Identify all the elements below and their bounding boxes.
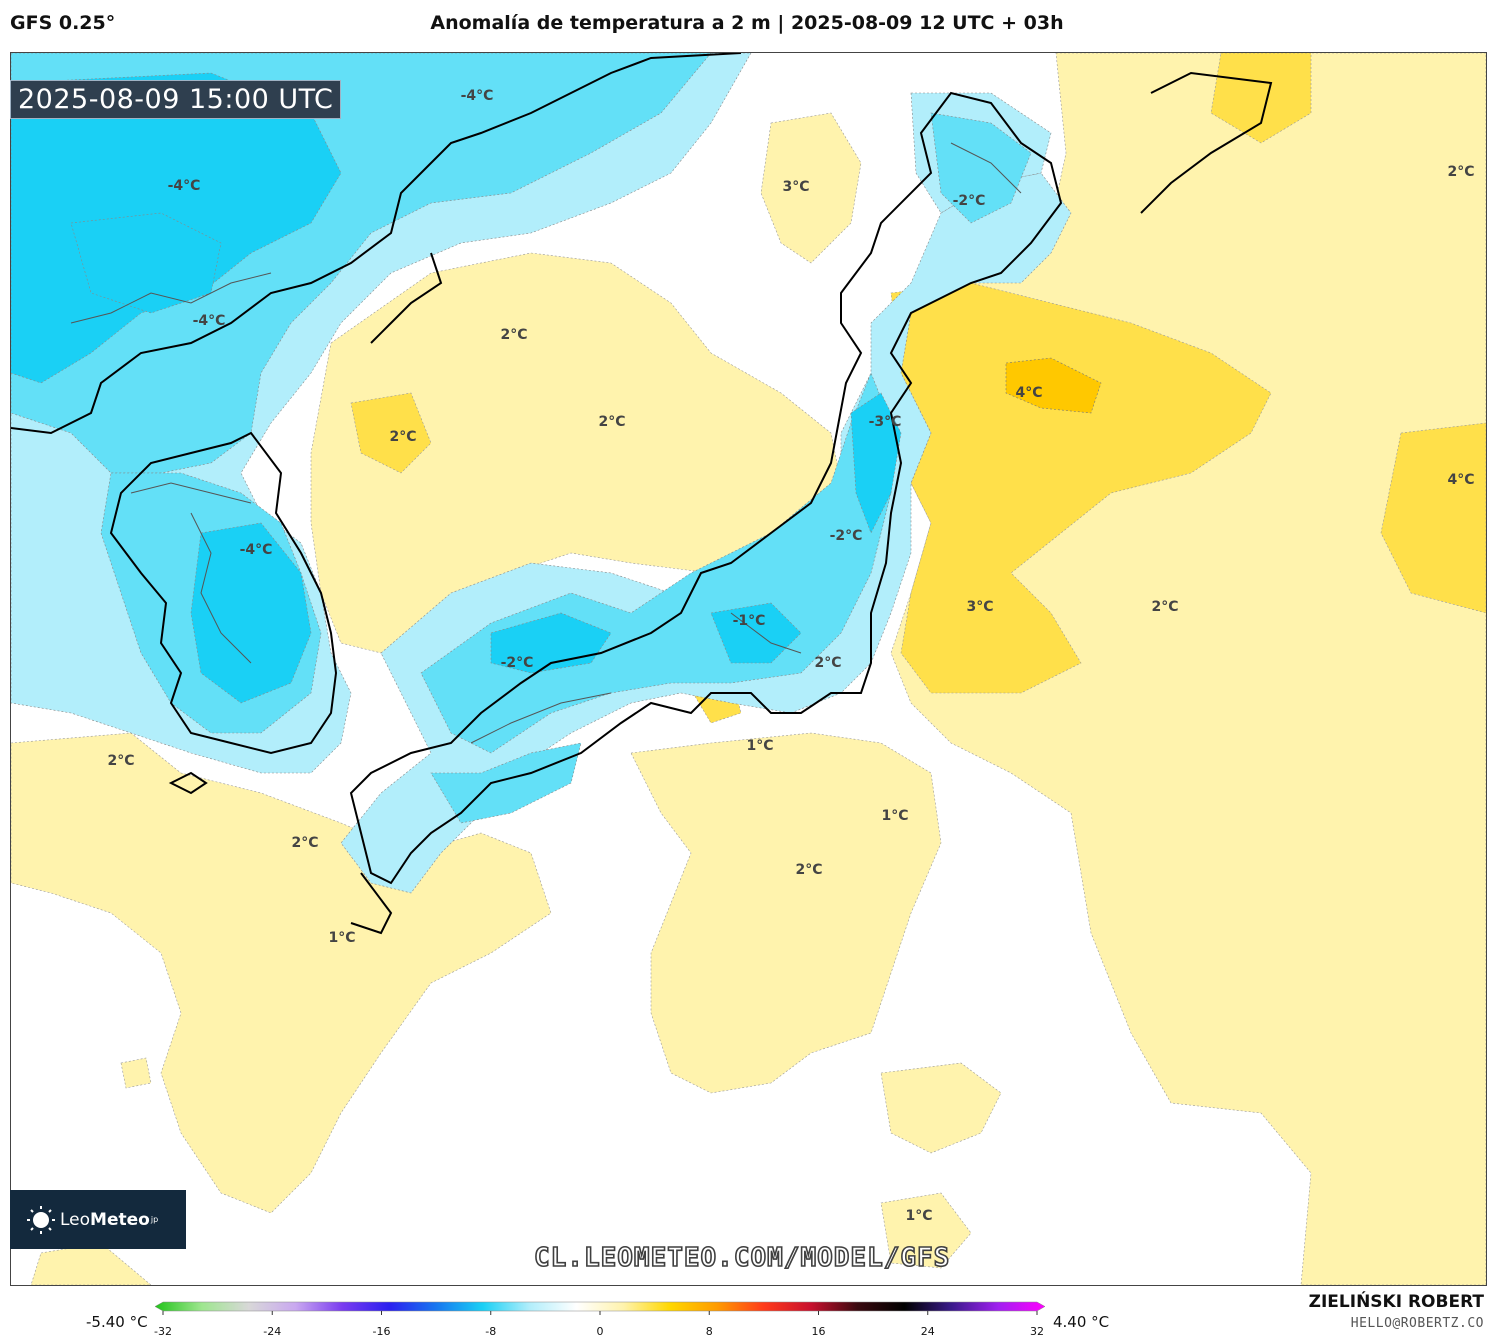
author-name: ZIELIŃSKI ROBERT	[1308, 1292, 1484, 1312]
contour-label: 1°C	[881, 808, 909, 824]
contour-label: -1°C	[732, 613, 766, 629]
colorbar	[155, 1301, 1045, 1315]
map-title: Anomalía de temperatura a 2 m | 2025-08-…	[430, 12, 1064, 34]
contour-label: 4°C	[1447, 472, 1475, 488]
contour-label: -3°C	[868, 414, 902, 430]
valid-time-badge: 2025-08-09 15:00 UTC	[10, 80, 342, 119]
temperature-anomaly-map: -4°C -4°C -4°C -4°C 3°C -2°C 2°C 2°C 2°C…	[10, 52, 1487, 1286]
contour-label: 1°C	[905, 1208, 933, 1224]
contour-label: 2°C	[814, 655, 842, 671]
contour-label: -4°C	[239, 542, 273, 558]
colorbar-tick-label: -24	[263, 1325, 282, 1338]
colorbar-gradient	[155, 1301, 1045, 1312]
contour-label: -4°C	[460, 88, 494, 104]
logo-text: LeoMeteo	[60, 1209, 150, 1230]
colorbar-max-label: 4.40 °C	[1053, 1313, 1110, 1331]
contour-label: 2°C	[1151, 599, 1179, 615]
colorbar-tick-label: 8	[705, 1325, 713, 1338]
cold-strong-fields	[11, 72, 902, 704]
logo-suffix: jp	[150, 1215, 159, 1224]
leometeo-logo[interactable]: LeoMeteo jp	[10, 1190, 186, 1249]
colorbar-tick-label: -32	[154, 1325, 172, 1338]
contour-label: -4°C	[167, 178, 201, 194]
colorbar-tick-label: -16	[372, 1325, 391, 1338]
author-email: HELLO@ROBERTZ.CO	[1350, 1316, 1484, 1331]
contour-label: 3°C	[782, 179, 810, 195]
coastlines	[11, 53, 1273, 935]
contour-label: 1°C	[328, 930, 356, 946]
contour-label: 2°C	[107, 753, 135, 769]
sun-icon	[27, 1205, 55, 1234]
contour-label: 4°C	[1015, 385, 1043, 401]
contour-label: 2°C	[389, 429, 417, 445]
contour-label: -2°C	[829, 528, 863, 544]
colorbar-min-label: -5.40 °C	[86, 1313, 148, 1331]
contour-label: 2°C	[500, 327, 528, 343]
admin-boundaries	[70, 142, 1022, 744]
contour-label: 2°C	[598, 414, 626, 430]
contour-label: 2°C	[291, 835, 319, 851]
colorbar-tick-label: 24	[920, 1325, 935, 1338]
contour-label: -4°C	[192, 313, 226, 329]
colorbar-tick-label: 0	[596, 1325, 604, 1338]
colorbar-tick-label: 32	[1030, 1325, 1044, 1338]
model-label: GFS 0.25°	[10, 12, 116, 34]
colorbar-tick-label: 16	[811, 1325, 826, 1338]
contour-label: 2°C	[795, 862, 823, 878]
contour-label: -2°C	[500, 655, 534, 671]
contour-label: 1°C	[746, 738, 774, 754]
contour-label: 3°C	[966, 599, 994, 615]
source-watermark: CL.LEOMETEO.COM/MODEL/GFS	[533, 1242, 951, 1274]
contour-label: -2°C	[952, 193, 986, 209]
map-canvas	[11, 53, 1486, 1285]
contour-label: 2°C	[1447, 164, 1475, 180]
colorbar-tick-label: -8	[485, 1325, 497, 1338]
